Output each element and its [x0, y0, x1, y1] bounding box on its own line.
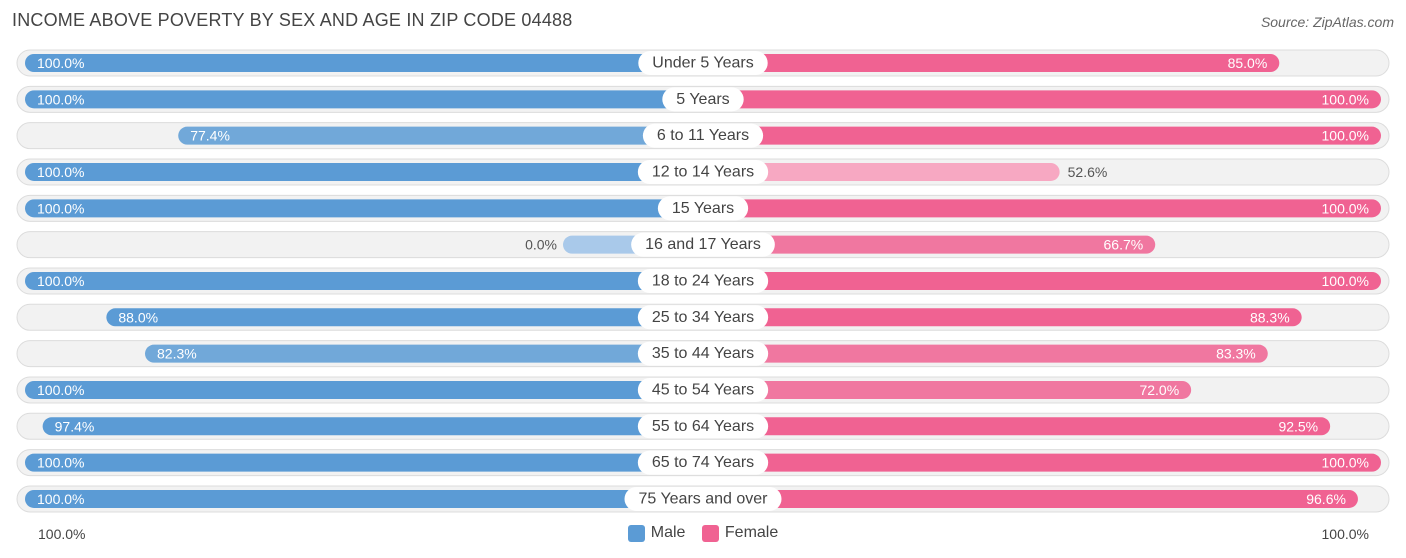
label-female-value: 100.0% [1322, 273, 1369, 289]
bar-male [25, 162, 703, 181]
bar-male [42, 417, 704, 436]
label-female-value: 88.3% [1250, 309, 1290, 325]
label-male-value: 100.0% [37, 382, 84, 398]
bar-male [25, 380, 703, 399]
category-pill [637, 414, 769, 439]
label-female-value: 100.0% [1322, 128, 1369, 144]
legend: Male Female [0, 524, 1406, 547]
label-male-value: 100.0% [37, 91, 84, 107]
chart-title: INCOME ABOVE POVERTY BY SEX AND AGE IN Z… [12, 10, 573, 30]
label-female-value: 83.3% [1216, 346, 1256, 362]
axis-right-label: 100.0% [1321, 526, 1369, 542]
label-female-value: 85.0% [1228, 55, 1268, 71]
category-pill [637, 159, 769, 184]
category-pill [631, 232, 775, 257]
category-label: 16 and 17 Years [645, 236, 761, 253]
bar-male [25, 54, 703, 72]
category-label: 25 to 34 Years [652, 309, 754, 326]
bar-male [25, 489, 703, 508]
category-label: 5 Years [676, 91, 729, 108]
bar-female [703, 162, 1060, 181]
label-male-value: 100.0% [37, 200, 84, 216]
category-label: 75 Years and over [639, 490, 769, 507]
bar-male [25, 453, 703, 472]
label-female-value: 66.7% [1104, 237, 1144, 253]
category-pill [637, 341, 769, 366]
bar-female [703, 308, 1302, 327]
label-male-value: 97.4% [55, 418, 95, 434]
bar-female [703, 271, 1381, 290]
axis-left-label: 100.0% [38, 526, 86, 542]
bar-female [703, 489, 1358, 508]
bar-female [703, 453, 1381, 472]
category-label: Under 5 Years [652, 55, 753, 72]
label-male-value: 77.4% [190, 128, 230, 144]
legend-label-female: Female [724, 524, 779, 541]
bar-female [703, 344, 1268, 363]
label-female-value: 96.6% [1306, 491, 1346, 507]
label-male-value: 88.0% [118, 309, 158, 325]
label-male-value: 100.0% [37, 164, 84, 180]
bar-female [703, 90, 1381, 109]
legend-swatch-male [627, 524, 645, 542]
label-male-value: 100.0% [37, 55, 84, 71]
category-label: 6 to 11 Years [657, 127, 749, 144]
legend-item-female[interactable]: Female [701, 524, 779, 542]
bar-male [145, 344, 704, 363]
label-female-value: 100.0% [1322, 455, 1369, 471]
chart-source: Source: ZipAtlas.com [1260, 14, 1394, 30]
category-pill [642, 123, 764, 148]
category-label: 15 Years [672, 200, 734, 217]
category-label: 55 to 64 Years [652, 418, 754, 435]
category-pill [637, 305, 769, 330]
bar-female [703, 54, 1280, 72]
label-female-value: 100.0% [1322, 91, 1369, 107]
category-pill [657, 196, 749, 221]
bar-female [703, 126, 1381, 145]
category-label: 18 to 24 Years [652, 272, 754, 289]
label-female-value: 72.0% [1139, 382, 1179, 398]
category-pill [662, 87, 744, 112]
bar-female [703, 417, 1331, 436]
category-label: 12 to 14 Years [652, 163, 754, 180]
category-pill [624, 486, 782, 511]
bar-female [703, 235, 1156, 254]
category-label: 45 to 54 Years [652, 381, 754, 398]
bar-female [703, 199, 1381, 218]
bar-male [178, 126, 703, 145]
category-label: 65 to 74 Years [652, 454, 754, 471]
category-label: 35 to 44 Years [652, 345, 754, 362]
bar-female [703, 380, 1192, 399]
bar-male [25, 271, 703, 290]
category-pill [637, 377, 769, 402]
label-male-value: 100.0% [37, 491, 84, 507]
legend-label-male: Male [650, 524, 686, 541]
category-pill [637, 268, 769, 293]
bar-male [106, 308, 704, 327]
label-male-value: 0.0% [525, 237, 557, 253]
legend-item-male[interactable]: Male [627, 524, 686, 542]
label-male-value: 100.0% [37, 273, 84, 289]
bar-male [25, 199, 703, 218]
bar-male [25, 90, 703, 109]
legend-swatch-female [701, 524, 719, 542]
label-male-value: 100.0% [37, 455, 84, 471]
category-pill [638, 51, 768, 75]
label-female-value: 52.6% [1068, 164, 1108, 180]
label-female-value: 100.0% [1322, 200, 1369, 216]
label-female-value: 92.5% [1278, 418, 1318, 434]
label-male-value: 82.3% [157, 346, 197, 362]
category-pill [637, 450, 769, 475]
